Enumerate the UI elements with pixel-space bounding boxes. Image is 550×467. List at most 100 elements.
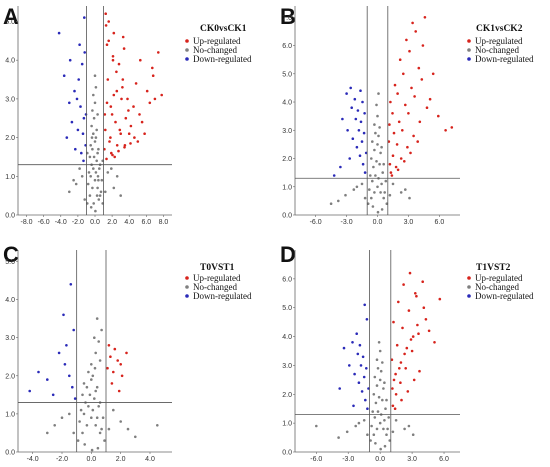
point-no-changed <box>78 167 81 170</box>
point-up-regulated <box>119 363 122 366</box>
x-tick-label: -6.0 <box>38 219 50 226</box>
point-up-regulated <box>136 140 140 143</box>
point-up-regulated <box>117 62 121 66</box>
point-no-changed <box>376 185 379 189</box>
point-no-changed <box>96 175 100 178</box>
x-tick-label: -2.0 <box>56 456 68 463</box>
point-up-regulated <box>104 12 107 15</box>
point-up-regulated <box>113 155 116 159</box>
point-down-regulated <box>341 117 344 121</box>
point-no-changed <box>315 424 318 428</box>
point-up-regulated <box>134 82 138 85</box>
point-no-changed <box>93 74 97 77</box>
point-no-changed <box>383 381 386 385</box>
legend-label: Up-regulated <box>475 36 523 46</box>
point-no-changed <box>80 175 84 178</box>
point-down-regulated <box>351 341 354 344</box>
point-down-regulated <box>357 129 361 132</box>
point-up-regulated <box>148 101 152 105</box>
point-up-regulated <box>421 280 425 284</box>
point-no-changed <box>375 160 378 163</box>
point-no-changed <box>94 351 97 355</box>
point-up-regulated <box>397 300 400 304</box>
point-no-changed <box>82 382 86 385</box>
point-no-changed <box>95 128 98 132</box>
point-down-regulated <box>364 398 367 402</box>
point-up-regulated <box>151 66 154 70</box>
point-no-changed <box>68 190 71 194</box>
legend-marker <box>467 294 471 298</box>
panel-B: B 0.0 1.0 2.0 3.0 4.0 5.0 6.0 7.0 -6.0 -3.0 0.0 3.0 6… <box>280 4 534 226</box>
point-no-changed <box>115 175 119 178</box>
point-no-changed <box>90 378 93 381</box>
point-no-changed <box>91 408 95 412</box>
point-no-changed <box>369 174 372 177</box>
point-down-regulated <box>365 367 368 370</box>
x-tick-label: -4.0 <box>55 219 67 226</box>
point-down-regulated <box>37 370 40 374</box>
point-no-changed <box>399 191 403 194</box>
y-tick-label: 0.0 <box>5 450 15 457</box>
point-no-changed <box>362 419 366 422</box>
point-no-changed <box>371 410 375 413</box>
point-up-regulated <box>121 35 125 39</box>
point-no-changed <box>98 194 102 197</box>
point-down-regulated <box>355 145 359 149</box>
y-tick-label: 2.0 <box>282 156 292 163</box>
point-up-regulated <box>411 335 415 338</box>
point-no-changed <box>97 198 101 201</box>
point-no-changed <box>93 366 97 370</box>
point-no-changed <box>376 367 380 370</box>
point-up-regulated <box>145 89 149 93</box>
point-no-changed <box>90 416 93 420</box>
x-tick-label: -2.0 <box>72 219 84 226</box>
point-no-changed <box>78 420 81 423</box>
point-up-regulated <box>399 381 402 385</box>
point-up-regulated <box>410 86 413 90</box>
x-tick-label: 3.0 <box>404 219 414 226</box>
point-no-changed <box>363 196 367 200</box>
point-down-regulated <box>62 74 66 77</box>
point-no-changed <box>119 194 122 197</box>
x-tick-label: -6.0 <box>310 456 322 463</box>
point-up-regulated <box>401 129 404 132</box>
point-no-changed <box>98 167 101 170</box>
point-no-changed <box>85 385 89 389</box>
point-no-changed <box>384 407 387 411</box>
legend-label: Up-regulated <box>193 36 241 46</box>
point-up-regulated <box>413 95 416 98</box>
point-no-changed <box>381 361 384 364</box>
panel-letter: D <box>280 242 296 267</box>
point-down-regulated <box>28 389 32 393</box>
point-up-regulated <box>112 370 115 374</box>
point-no-changed <box>99 190 103 194</box>
point-down-regulated <box>62 313 65 317</box>
point-no-changed <box>388 193 392 197</box>
legend-marker <box>185 48 189 52</box>
point-no-changed <box>94 136 98 139</box>
point-down-regulated <box>80 151 83 155</box>
point-down-regulated <box>365 318 369 321</box>
point-up-regulated <box>412 378 416 382</box>
point-no-changed <box>372 165 375 169</box>
point-up-regulated <box>389 100 392 104</box>
point-no-changed <box>93 336 96 340</box>
point-up-regulated <box>405 346 409 350</box>
point-up-regulated <box>109 105 113 108</box>
point-no-changed <box>383 191 387 194</box>
point-no-changed <box>376 143 379 146</box>
point-no-changed <box>91 374 95 378</box>
point-no-changed <box>371 205 375 208</box>
point-down-regulated <box>80 62 84 66</box>
point-no-changed <box>375 103 378 107</box>
point-no-changed <box>89 144 92 147</box>
point-down-regulated <box>82 159 85 163</box>
point-up-regulated <box>117 389 121 393</box>
point-down-regulated <box>68 374 71 378</box>
point-no-changed <box>391 182 395 186</box>
point-up-regulated <box>123 144 127 147</box>
point-down-regulated <box>363 171 367 174</box>
point-no-changed <box>97 340 100 343</box>
point-no-changed <box>92 202 95 205</box>
